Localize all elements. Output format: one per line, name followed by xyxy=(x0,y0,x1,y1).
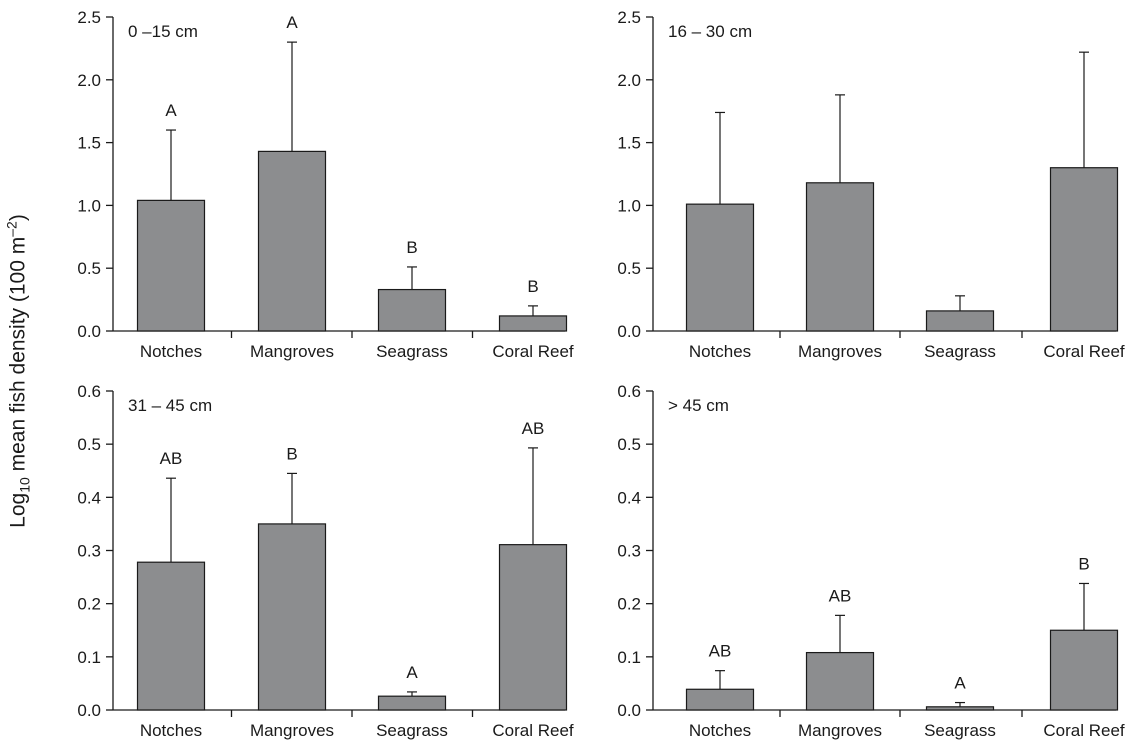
bar-mangroves xyxy=(257,150,327,332)
panel-size-label: 31 – 45 cm xyxy=(128,396,212,415)
significance-letter: AB xyxy=(160,449,183,468)
x-category-label: Notches xyxy=(689,721,751,740)
significance-letter: B xyxy=(406,238,417,257)
significance-letter: B xyxy=(527,277,538,296)
x-category-label: Coral Reef xyxy=(492,342,574,361)
y-tick-label: 1.5 xyxy=(77,134,101,153)
significance-letter: A xyxy=(165,101,177,120)
y-tick-label: 0.5 xyxy=(617,259,641,278)
y-tick-label: 0.6 xyxy=(617,382,641,401)
bar-mangroves xyxy=(805,182,875,332)
y-tick-label: 0.4 xyxy=(617,488,641,507)
y-tick-label: 0.0 xyxy=(77,701,101,720)
bar-mangroves xyxy=(805,651,875,711)
x-category-label: Seagrass xyxy=(376,721,448,740)
significance-letter: B xyxy=(286,444,297,463)
y-tick-label: 0.5 xyxy=(77,435,101,454)
significance-letter: B xyxy=(1078,554,1089,573)
y-tick-label: 0.1 xyxy=(617,648,641,667)
bar-coral-reef xyxy=(1049,629,1119,711)
x-category-label: Coral Reef xyxy=(1043,721,1125,740)
x-category-label: Notches xyxy=(689,342,751,361)
bar-notches xyxy=(685,688,755,711)
bar-mangroves xyxy=(257,523,327,711)
y-tick-label: 1.5 xyxy=(617,134,641,153)
significance-letter: A xyxy=(406,663,418,682)
bar-notches xyxy=(685,203,755,332)
significance-letter: AB xyxy=(829,586,852,605)
bar-seagrass xyxy=(377,695,447,711)
bar-coral-reef xyxy=(498,544,568,711)
significance-letter: AB xyxy=(522,419,545,438)
bar-notches xyxy=(136,561,206,711)
y-tick-label: 1.0 xyxy=(77,196,101,215)
y-tick-label: 0.1 xyxy=(77,648,101,667)
y-tick-label: 0.3 xyxy=(617,542,641,561)
y-tick-label: 1.0 xyxy=(617,196,641,215)
bar-coral-reef xyxy=(1049,167,1119,332)
y-tick-label: 2.0 xyxy=(617,71,641,90)
x-category-label: Seagrass xyxy=(376,342,448,361)
x-category-label: Notches xyxy=(140,342,202,361)
y-tick-label: 0.0 xyxy=(617,701,641,720)
y-tick-label: 0.3 xyxy=(77,542,101,561)
significance-letter: AB xyxy=(709,642,732,661)
significance-letter: A xyxy=(286,13,298,32)
x-category-label: Mangroves xyxy=(250,721,334,740)
y-tick-label: 0.0 xyxy=(617,322,641,341)
panel-size-label: 0 –15 cm xyxy=(128,22,198,41)
y-tick-label: 0.5 xyxy=(617,435,641,454)
y-tick-label: 0.5 xyxy=(77,259,101,278)
y-tick-label: 2.5 xyxy=(617,8,641,27)
y-tick-label: 0.6 xyxy=(77,382,101,401)
x-category-label: Notches xyxy=(140,721,202,740)
bar-seagrass xyxy=(377,288,447,332)
x-category-label: Seagrass xyxy=(924,342,996,361)
x-category-label: Coral Reef xyxy=(1043,342,1125,361)
panel-size-label: > 45 cm xyxy=(668,396,729,415)
y-tick-label: 2.5 xyxy=(77,8,101,27)
y-tick-label: 0.4 xyxy=(77,488,101,507)
x-category-label: Mangroves xyxy=(798,342,882,361)
x-category-label: Coral Reef xyxy=(492,721,574,740)
y-tick-label: 0.2 xyxy=(617,595,641,614)
x-category-label: Mangroves xyxy=(798,721,882,740)
bar-seagrass xyxy=(925,310,995,332)
bar-seagrass xyxy=(925,706,995,711)
bar-notches xyxy=(136,199,206,332)
bar-coral-reef xyxy=(498,315,568,332)
x-category-label: Seagrass xyxy=(924,721,996,740)
y-tick-label: 2.0 xyxy=(77,71,101,90)
x-category-label: Mangroves xyxy=(250,342,334,361)
y-tick-label: 0.2 xyxy=(77,595,101,614)
y-tick-label: 0.0 xyxy=(77,322,101,341)
significance-letter: A xyxy=(954,674,966,693)
panel-size-label: 16 – 30 cm xyxy=(668,22,752,41)
